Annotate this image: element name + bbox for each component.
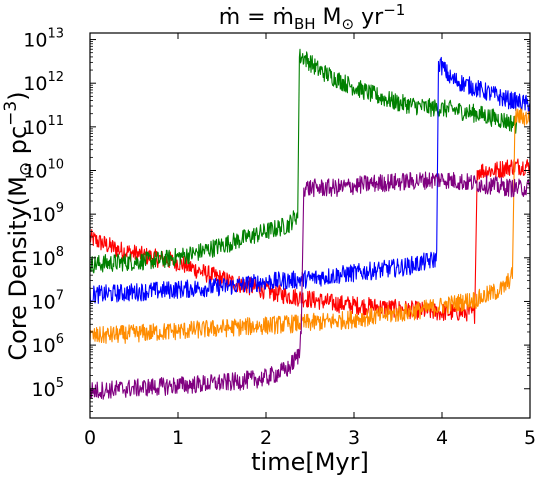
x-axis: 0 1 2 3 4 5: [84, 33, 536, 449]
x-tick-label: 0: [84, 427, 96, 449]
y-tick-label: 108: [32, 245, 64, 270]
series-line-2: [89, 48, 518, 274]
x-tick-label: 5: [524, 427, 536, 449]
y-tick-label: 1011: [23, 114, 64, 139]
y-tick-label: 109: [32, 201, 64, 226]
y-tick-exponent: 10: [47, 158, 64, 173]
x-axis-label: time[Myr]: [251, 448, 369, 476]
y-tick-exponent: 8: [56, 245, 64, 260]
y-tick-label: 106: [32, 332, 64, 357]
y-tick-label: 1013: [23, 27, 64, 52]
chart-title: ṁ = ṁBH M⊙ yr−1: [219, 1, 406, 33]
x-tick-label: 2: [260, 427, 272, 449]
x-tick-label: 4: [436, 427, 448, 449]
y-tick-exponent: 12: [47, 70, 64, 85]
series-line-5: [89, 171, 531, 400]
plot-frame: [89, 32, 531, 419]
y-tick-exponent: 11: [47, 114, 64, 129]
y-tick-exponent: 5: [56, 376, 64, 391]
y-tick-exponent: 7: [56, 288, 64, 303]
y-tick-label: 105: [32, 376, 64, 401]
x-tick-label: 3: [348, 427, 360, 449]
series-line-3: [89, 56, 531, 304]
y-tick-exponent: 13: [47, 27, 64, 42]
series-layer: [89, 48, 531, 400]
y-axis-label: Core Density(M⊙ pc−3): [1, 91, 36, 360]
y-tick-exponent: 6: [56, 332, 64, 347]
y-tick-label: 1012: [23, 70, 64, 95]
y-tick-label: 107: [32, 288, 64, 313]
x-tick-label: 1: [172, 427, 184, 449]
y-tick-exponent: 9: [56, 201, 64, 216]
series-line-4: [89, 107, 531, 344]
